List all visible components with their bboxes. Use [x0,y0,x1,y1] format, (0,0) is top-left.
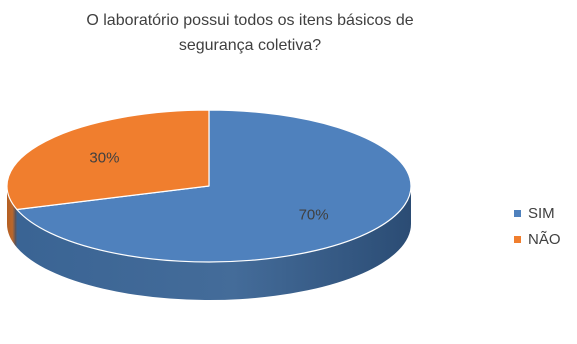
chart-title: O laboratório possui todos os itens bási… [0,8,500,58]
pie-side-não [7,186,17,248]
pie-slice-sim [16,109,412,263]
pie-slice-não [6,109,210,211]
legend-item-nao: NÃO [514,226,561,252]
chart-title-line-1: O laboratório possui todos os itens bási… [86,12,414,29]
legend-swatch-nao [514,235,521,243]
legend-label-sim: SIM [528,204,555,222]
data-label-não: 30% [89,149,119,166]
pie-side-sim [16,186,411,300]
legend: SIM NÃO [514,200,561,252]
legend-swatch-sim [514,209,521,217]
legend-label-nao: NÃO [528,230,561,248]
data-label-sim: 70% [299,207,329,224]
legend-item-sim: SIM [514,200,561,226]
chart-title-line-2: segurança coletiva? [178,37,322,54]
